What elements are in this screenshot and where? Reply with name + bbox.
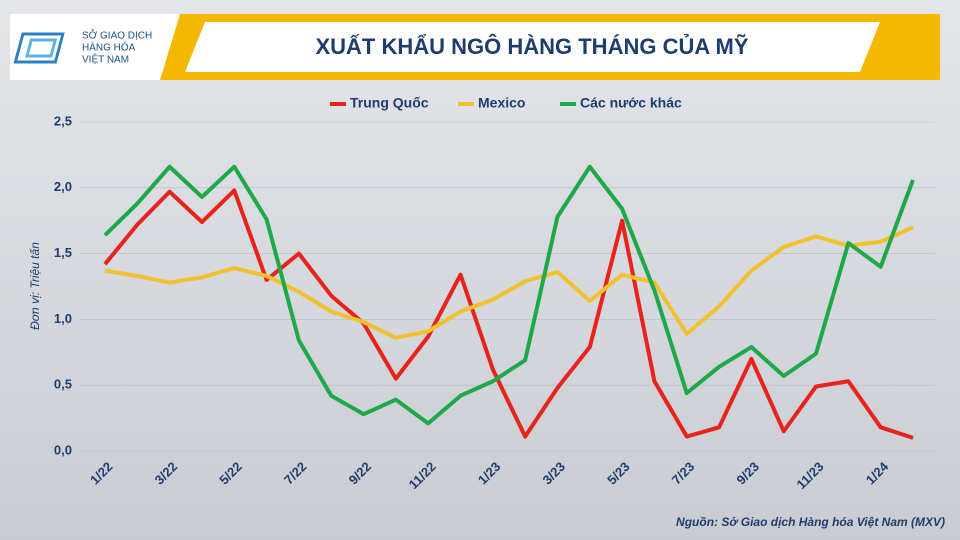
logo-text: HÀNG HÓA [82, 41, 136, 54]
y-tick-label: 0,5 [54, 377, 72, 392]
series-line [103, 188, 914, 440]
legend-label: Các nước khác [580, 95, 682, 111]
series-line [103, 164, 915, 426]
logo-text: SỞ GIAO DỊCH [82, 29, 152, 42]
title-box [185, 22, 880, 72]
logo-text: VIỆT NAM [82, 53, 129, 66]
source: Nguồn: Sở Giao dịch Hàng hóa Việt Nam (M… [676, 515, 945, 529]
y-tick-label: 1,0 [54, 311, 72, 326]
chart-title: XUẤT KHẨU NGÔ HÀNG THÁNG CỦA MỸ [315, 34, 748, 59]
y-tick-label: 1,5 [54, 245, 72, 260]
legend-label: Trung Quốc [350, 95, 429, 111]
y-tick-label: 0,0 [54, 442, 72, 457]
y-tick-label: 2,5 [54, 113, 72, 128]
y-axis-label: Đơn vị: Triệu tấn [28, 242, 42, 330]
series-line [104, 225, 914, 340]
y-tick-label: 2,0 [54, 179, 72, 194]
logo-mark [13, 32, 65, 64]
legend-label: Mexico [478, 95, 525, 111]
